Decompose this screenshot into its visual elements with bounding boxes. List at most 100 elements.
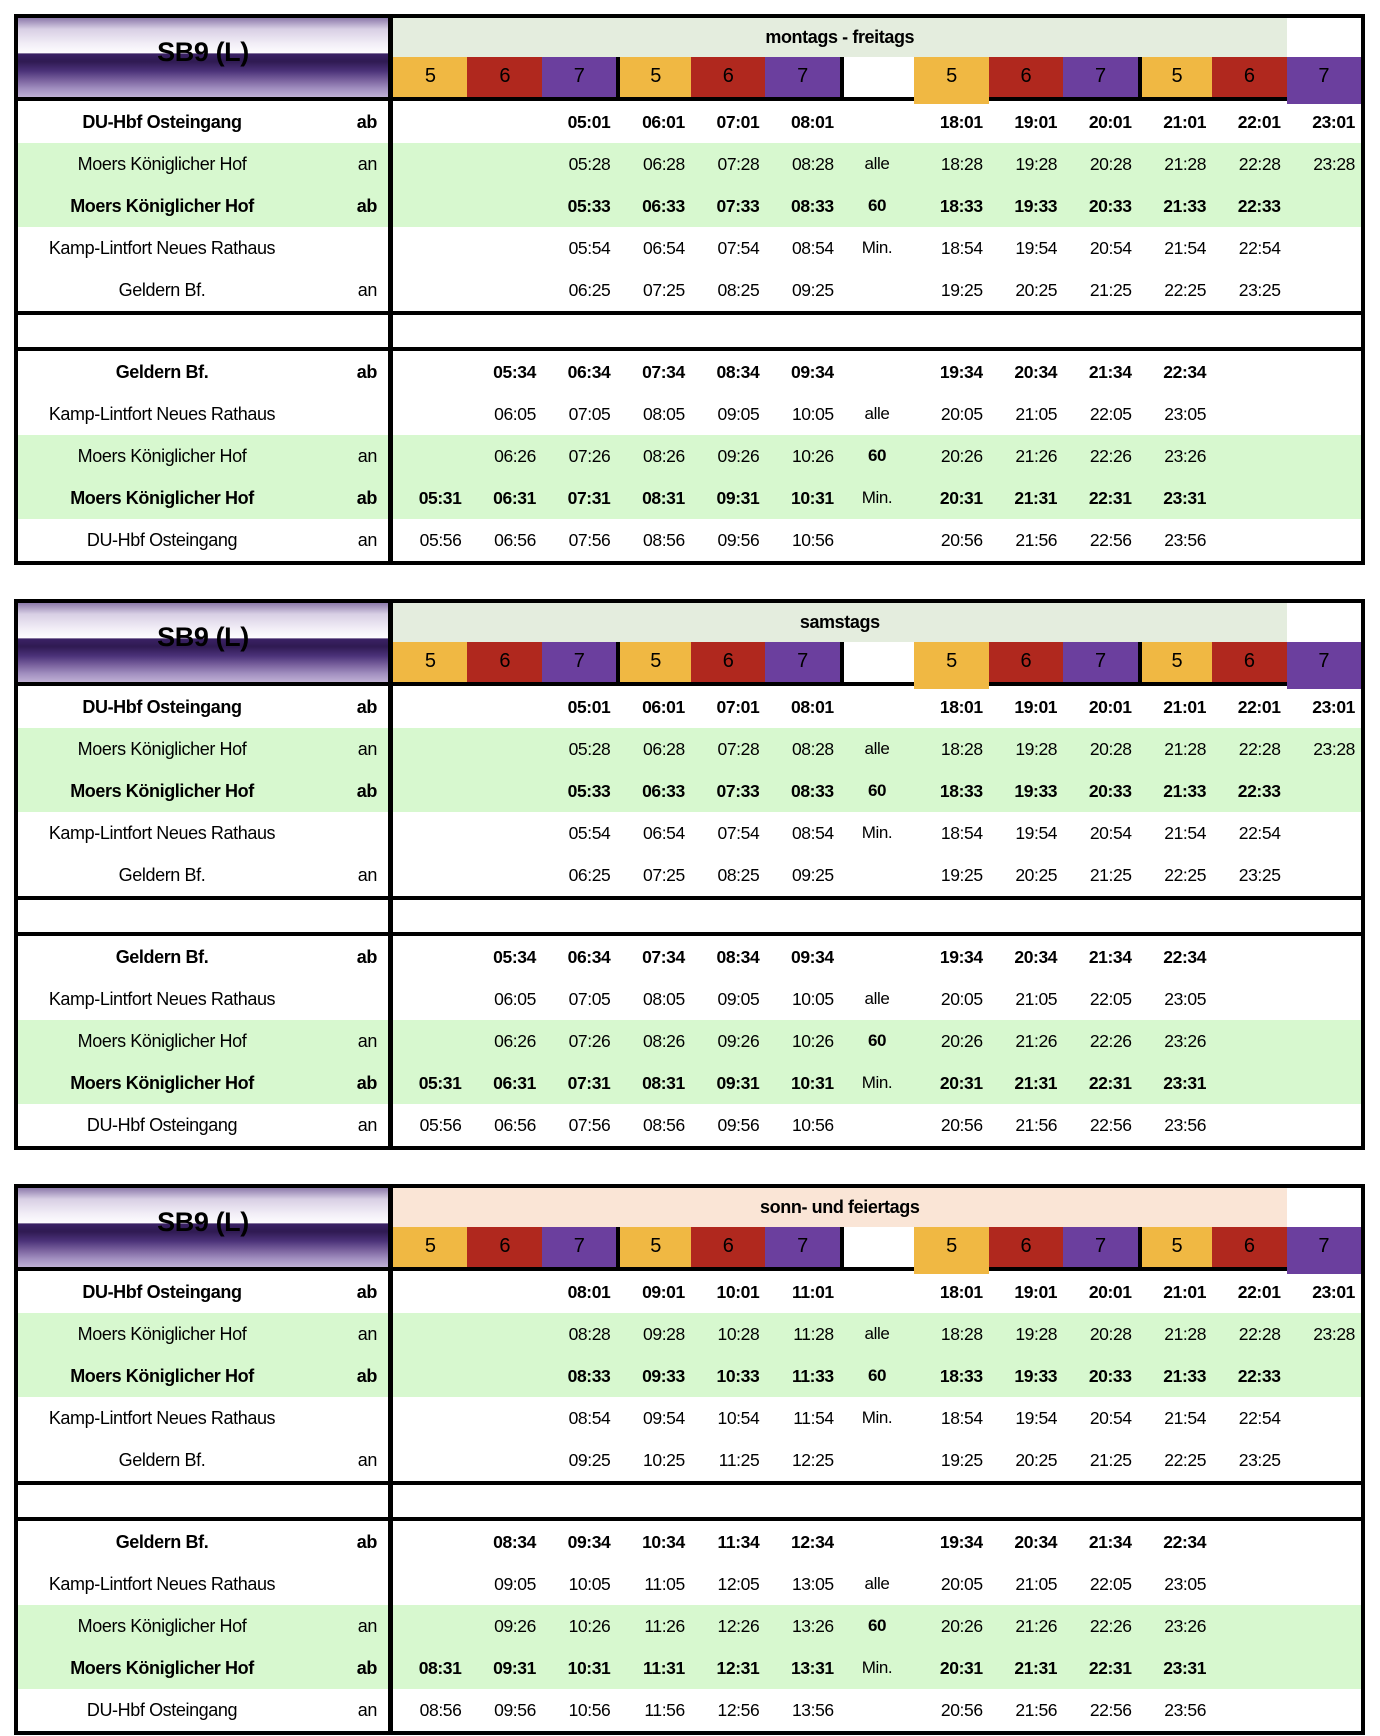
time-cell: 07:54 [717, 237, 760, 258]
time-cell: 21:25 [1089, 279, 1132, 300]
frequency-cell: alle [864, 404, 890, 423]
time-cell: 11:31 [643, 1657, 685, 1678]
station-name: Kamp-Lintfort Neues Rathaus [48, 237, 276, 258]
zone-cell: 6 [988, 1227, 1064, 1267]
zone-number: 7 [797, 65, 808, 87]
time-cell: 22:33 [1237, 195, 1281, 216]
zone-cell: 7 [765, 57, 840, 97]
station-row: Geldern Bf. ab 05:34 06:34 07:34 08:34 09:34 19… [18, 351, 1361, 393]
station-row: Moers Königlicher Hof ab 05:33 06:33 07:33 08… [18, 185, 1361, 227]
arrival-departure-tag: ab [356, 1281, 378, 1302]
station-name: Moers Königlicher Hof [70, 780, 254, 801]
zone-number: 5 [650, 65, 661, 87]
day-band: sonn- und feiertags [393, 1188, 1287, 1227]
line-label: SB9 (L) [157, 37, 249, 67]
time-cell: 05:33 [567, 780, 611, 801]
time-cell: 08:28 [568, 1323, 611, 1344]
frequency-cell: Min. [861, 488, 893, 507]
time-cell: 07:56 [568, 1114, 611, 1135]
time-cell: 06:34 [567, 361, 611, 382]
time-cell: 06:26 [494, 445, 536, 466]
vertical-divider [388, 936, 393, 978]
time-cell: 23:31 [1163, 1072, 1207, 1093]
arrival-departure-tag: an [357, 1114, 378, 1135]
time-cell: 10:34 [642, 1531, 685, 1552]
station-row: Moers Königlicher Hof ab 05:31 06:31 07:31 08… [18, 1062, 1361, 1104]
time-cell: 08:25 [717, 279, 760, 300]
arrival-departure-tag: ab [356, 1531, 378, 1552]
time-cell: 20:34 [1014, 946, 1058, 967]
time-cell: 20:33 [1088, 1365, 1132, 1386]
time-cell: 22:54 [1238, 822, 1281, 843]
time-cell: 07:26 [568, 1030, 611, 1051]
station-row: Moers Königlicher Hof ab 05:31 06:31 07:31 08… [18, 477, 1361, 519]
station-row: DU-Hbf Osteingang ab 05:01 06:01 07:01 08:01 1… [18, 686, 1361, 728]
vertical-divider [388, 686, 393, 728]
time-cell: 08:33 [791, 780, 834, 801]
time-cell: 23:25 [1238, 864, 1281, 885]
vertical-divider [388, 1104, 393, 1146]
zone-cell: 6 [690, 1227, 766, 1267]
header-right: montags - freitags 5 6 7 5 6 7 5 6 7 5 6 7 [393, 18, 1361, 104]
zone-number: 7 [1095, 1235, 1106, 1257]
time-cell: 10:05 [791, 988, 834, 1009]
zone-number: 7 [573, 1235, 585, 1257]
time-cell: 20:34 [1014, 1531, 1058, 1552]
time-cell: 11:56 [644, 1699, 685, 1720]
time-cell: 22:31 [1088, 487, 1132, 508]
station-row: Geldern Bf. an 06:25 07:25 08:25 09:25 19:25 20… [18, 854, 1361, 896]
station-row: Kamp-Lintfort Neues Rathaus 08:54 09:54 10:… [18, 1397, 1361, 1439]
time-cell: 11:34 [717, 1531, 760, 1552]
time-cell: 06:31 [493, 487, 536, 508]
time-cell: 20:56 [940, 1114, 983, 1135]
time-cell: 09:26 [717, 445, 760, 466]
time-cell: 18:54 [940, 822, 983, 843]
time-cell: 19:25 [940, 279, 983, 300]
time-cell: 05:28 [568, 153, 611, 174]
vertical-divider [388, 854, 393, 896]
time-cell: 13:31 [791, 1657, 834, 1678]
line-badge: SB9 (L) [18, 603, 388, 682]
time-cell: 22:56 [1089, 529, 1132, 550]
zone-number: 5 [946, 1235, 957, 1257]
time-cell: 05:56 [419, 529, 462, 550]
header-right: samstags 5 6 7 5 6 7 5 6 7 5 6 7 [393, 603, 1361, 689]
station-name: Kamp-Lintfort Neues Rathaus [48, 988, 276, 1009]
station-row: DU-Hbf Osteingang an 05:56 06:56 07:56 08:56 0… [18, 519, 1361, 561]
header-underline [18, 1267, 1361, 1271]
time-cell: 19:54 [1015, 822, 1058, 843]
time-cell: 18:33 [939, 195, 983, 216]
vertical-divider [388, 1271, 393, 1313]
time-cell: 07:25 [643, 279, 685, 300]
arrival-departure-tag: ab [356, 361, 378, 382]
time-cell: 23:05 [1164, 1573, 1207, 1594]
time-cell: 12:26 [717, 1615, 760, 1636]
zone-number: 7 [1095, 65, 1106, 87]
time-cell: 22:56 [1089, 1699, 1132, 1720]
station-name: Moers Königlicher Hof [77, 445, 247, 466]
zone-number: 6 [499, 650, 511, 672]
day-band-row: sonn- und feiertags [393, 1188, 1361, 1227]
time-cell: 08:31 [418, 1657, 462, 1678]
vertical-divider [388, 812, 393, 854]
arrival-departure-tag: ab [356, 111, 378, 132]
time-cell: 07:28 [717, 153, 760, 174]
zone-cell: 7 [1286, 57, 1361, 104]
time-cell: 07:01 [716, 111, 760, 132]
separator-left [18, 1485, 388, 1517]
time-cell: 22:01 [1237, 1281, 1281, 1302]
time-cell: 10:05 [568, 1573, 611, 1594]
time-cell: 22:33 [1237, 1365, 1281, 1386]
zone-cell: 7 [765, 642, 840, 682]
time-cell: 09:28 [643, 1323, 685, 1344]
time-cell: 19:33 [1014, 195, 1058, 216]
vertical-divider [388, 770, 393, 812]
station-row: Geldern Bf. ab 08:34 09:34 10:34 11:34 12:34 19… [18, 1521, 1361, 1563]
time-cell: 20:01 [1088, 1281, 1132, 1302]
arrival-departure-tag: an [357, 864, 378, 885]
zone-cell: 5 [1137, 1227, 1213, 1267]
day-band-row: samstags [393, 603, 1361, 642]
arrival-departure-tag: ab [356, 1072, 378, 1093]
time-cell: 20:25 [1015, 1449, 1058, 1470]
time-cell: 06:05 [494, 403, 536, 424]
